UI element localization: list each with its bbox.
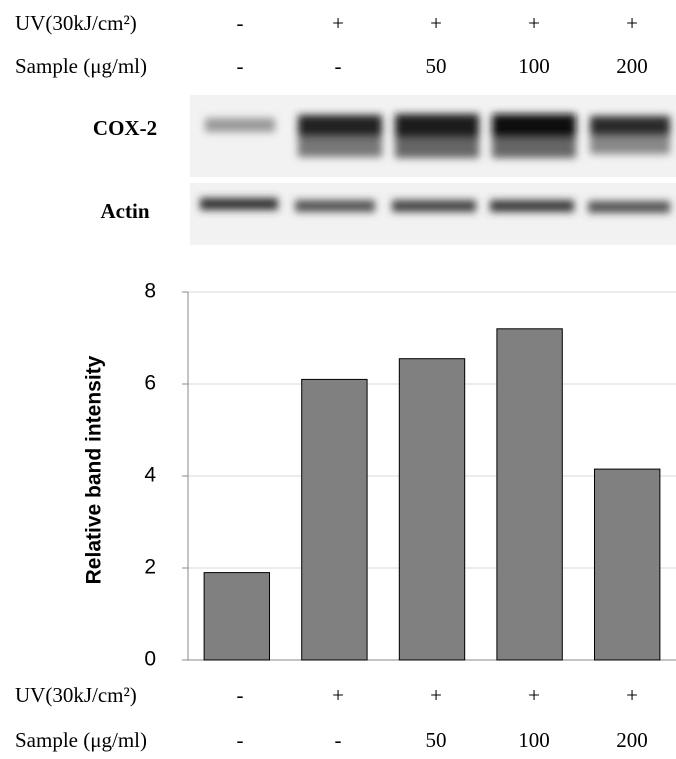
band [298,137,382,157]
bar [595,469,660,660]
condition-value: + [332,11,344,35]
condition-label: UV(30kJ/cm²) [15,11,137,35]
y-tick-label: 8 [144,280,156,303]
band [492,138,576,158]
band [395,114,479,138]
bar [399,359,464,660]
bar [497,329,562,660]
condition-value: 200 [616,54,648,78]
condition-value: - [237,54,244,78]
condition-value: + [332,683,344,707]
condition-value: - [237,11,244,35]
y-tick-label: 6 [144,372,156,395]
bar [204,573,269,660]
blot-actin-panel [190,183,676,245]
band [392,200,476,212]
condition-value: 50 [426,728,447,752]
condition-value: 100 [518,54,550,78]
y-tick-label: 2 [144,556,156,579]
condition-value: + [528,683,540,707]
band [298,115,382,137]
condition-value: 100 [518,728,550,752]
condition-value: - [237,683,244,707]
condition-value: - [237,728,244,752]
condition-label: Sample (μg/ml) [15,54,147,78]
band [590,116,670,136]
condition-value: + [626,11,638,35]
y-tick-label: 4 [144,464,156,487]
band [295,200,375,212]
condition-value: + [430,683,442,707]
band [590,136,670,154]
band [395,138,479,158]
bar [302,379,367,660]
band [588,201,670,213]
blot-label: Actin [101,199,150,223]
band [492,114,576,138]
figure: COX-2 Actin Relative band intensity UV(3… [0,0,676,759]
y-axis-label: Relative band intensity [83,355,106,584]
blot-label: COX-2 [93,116,157,140]
band [205,118,275,132]
condition-label: UV(30kJ/cm²) [15,683,137,707]
condition-value: + [626,683,638,707]
condition-value: + [528,11,540,35]
condition-value: - [335,54,342,78]
condition-label: Sample (μg/ml) [15,728,147,752]
condition-value: - [335,728,342,752]
band [200,198,278,210]
condition-value: + [430,11,442,35]
band [490,200,574,212]
y-tick-label: 0 [144,648,156,671]
condition-value: 200 [616,728,648,752]
condition-value: 50 [426,54,447,78]
